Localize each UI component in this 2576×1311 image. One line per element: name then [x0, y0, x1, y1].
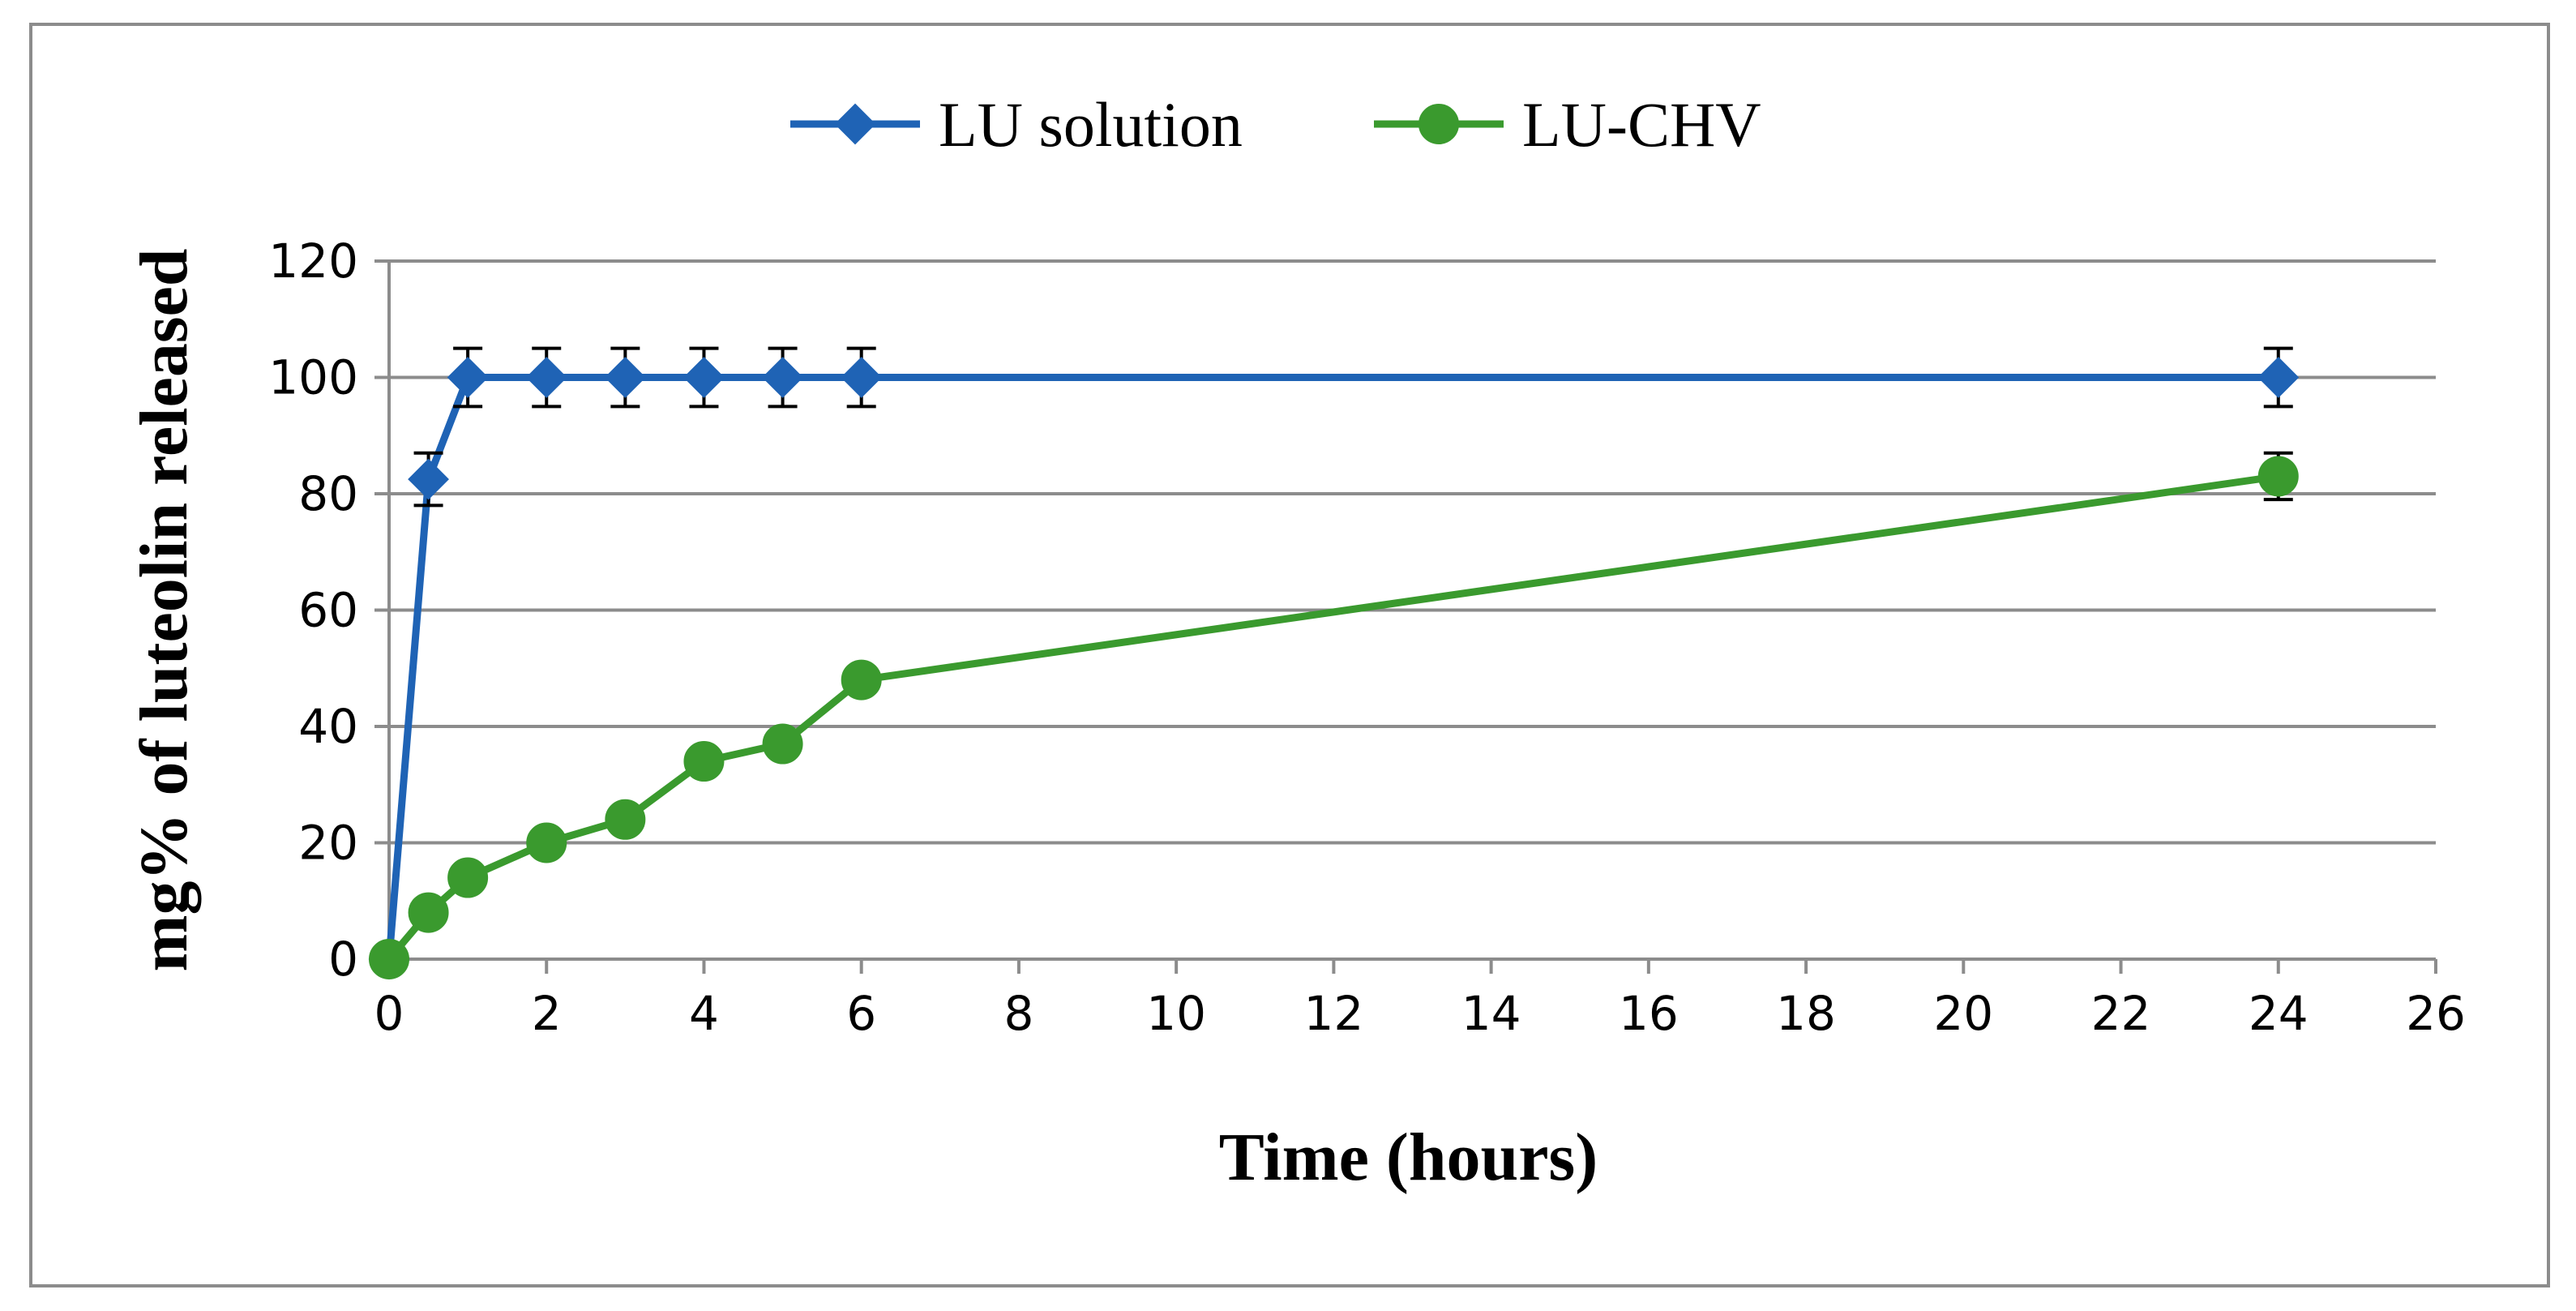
- y-tick-label-80: 80: [298, 466, 358, 521]
- legend-label-lu-chv: LU-CHV: [1522, 89, 1761, 160]
- data-point-lu-chv: [762, 723, 803, 765]
- data-point-lu-chv: [526, 822, 567, 863]
- x-tick-label-8: 8: [1003, 986, 1033, 1041]
- data-point-lu-solution: [525, 357, 567, 398]
- x-tick-label-16: 16: [1619, 986, 1679, 1041]
- x-axis-title: Time (hours): [1219, 1120, 1598, 1195]
- data-point-lu-chv: [447, 857, 489, 898]
- data-point-lu-chv: [841, 659, 882, 700]
- plot-area: [368, 346, 2300, 980]
- x-tick-label-18: 18: [1776, 986, 1836, 1041]
- data-point-lu-solution: [604, 357, 646, 398]
- series-lu-solution: [368, 346, 2300, 980]
- legend: LU solution LU-CHV: [790, 89, 1761, 160]
- data-point-lu-chv: [683, 741, 725, 782]
- data-point-lu-chv: [2257, 456, 2299, 497]
- x-tick-label-2: 2: [532, 986, 562, 1041]
- legend-marker-lu-solution: [834, 103, 876, 145]
- data-point-lu-solution: [683, 357, 725, 398]
- data-point-lu-solution: [408, 458, 449, 500]
- y-tick-label-100: 100: [268, 350, 358, 405]
- x-tick-label-10: 10: [1146, 986, 1206, 1041]
- y-tick-label-120: 120: [268, 233, 358, 289]
- legend-item-lu-chv: LU-CHV: [1374, 89, 1761, 160]
- x-tick-label-0: 0: [374, 986, 404, 1041]
- y-tick-label-0: 0: [328, 932, 358, 987]
- axes: [374, 259, 2437, 974]
- data-point-lu-chv: [408, 892, 449, 933]
- x-tick-label-22: 22: [2091, 986, 2151, 1041]
- data-point-lu-chv: [369, 939, 409, 979]
- series-lu-chv: [369, 451, 2299, 979]
- legend-item-lu-solution: LU solution: [790, 89, 1243, 160]
- chart-border: [29, 23, 2550, 1287]
- y-axis-title: mg% of luteolin released: [126, 248, 202, 971]
- data-point-lu-solution: [841, 357, 883, 398]
- x-tick-label-6: 6: [846, 986, 876, 1041]
- data-point-lu-solution: [447, 357, 489, 398]
- x-tick-labels: 0 2 4 6 8 10 12 14 16 18 20 22 24 26: [374, 986, 2466, 1041]
- data-point-lu-solution: [2257, 357, 2300, 398]
- x-tick-label-14: 14: [1461, 986, 1521, 1041]
- x-tick-label-20: 20: [1933, 986, 1993, 1041]
- x-tick-label-24: 24: [2249, 986, 2309, 1041]
- x-tick-label-26: 26: [2406, 986, 2466, 1041]
- data-point-lu-chv: [605, 799, 646, 840]
- x-tick-label-12: 12: [1303, 986, 1363, 1041]
- y-tick-label-40: 40: [298, 699, 358, 754]
- y-tick-label-20: 20: [298, 816, 358, 871]
- legend-marker-lu-chv: [1419, 104, 1459, 144]
- y-tick-label-60: 60: [298, 583, 358, 638]
- legend-label-lu-solution: LU solution: [939, 89, 1243, 160]
- y-tick-labels: 0 20 40 60 80 100 120: [268, 233, 358, 987]
- x-tick-label-4: 4: [689, 986, 719, 1041]
- data-point-lu-solution: [762, 357, 803, 398]
